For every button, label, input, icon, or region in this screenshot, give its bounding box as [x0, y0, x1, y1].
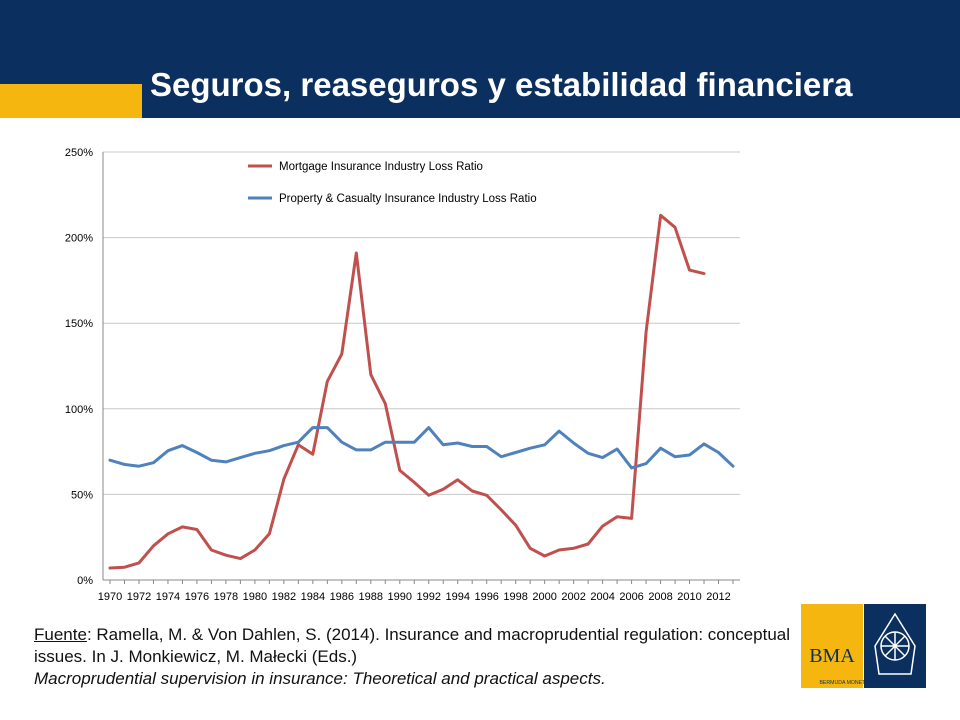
legend-label: Property & Casualty Insurance Industry L…: [279, 193, 537, 205]
x-tick-label: 1990: [388, 591, 412, 603]
x-tick-label: 1998: [503, 591, 527, 603]
logo-emblem-icon: [874, 612, 916, 675]
logo-abbr: BMA: [809, 645, 855, 667]
x-tick-label: 1996: [474, 591, 498, 603]
x-tick-label: 1986: [330, 591, 354, 603]
x-tick-label: 1982: [272, 591, 296, 603]
x-tick-label: 2000: [532, 591, 556, 603]
x-tick-label: 1970: [98, 591, 122, 603]
x-tick-label: 1974: [156, 591, 180, 603]
x-tick-label: 2004: [590, 591, 614, 603]
x-tick-label: 1980: [243, 591, 267, 603]
y-tick-label: 100%: [65, 404, 93, 416]
y-tick-label: 50%: [71, 489, 93, 501]
x-tick-label: 2012: [706, 591, 730, 603]
source-citation: : Ramella, M. & Von Dahlen, S. (2014). I…: [34, 625, 791, 666]
y-tick-label: 0%: [77, 575, 93, 587]
header-accent-bar: [0, 84, 142, 118]
logo-name: BERMUDA MONETARY AUTHORITY: [819, 680, 907, 686]
x-tick-label: 1978: [214, 591, 238, 603]
source-label: Fuente: [34, 625, 87, 644]
legend-label: Mortgage Insurance Industry Loss Ratio: [279, 161, 483, 173]
pc-loss-ratio-line: [108, 426, 735, 470]
x-tick-label: 2002: [561, 591, 585, 603]
header-bar: [0, 0, 960, 118]
y-tick-label: 250%: [65, 147, 93, 159]
x-tick-label: 1984: [301, 591, 325, 603]
x-tick-label: 1972: [127, 591, 151, 603]
source-caption: Fuente: Ramella, M. & Von Dahlen, S. (20…: [34, 624, 794, 690]
x-tick-label: 2006: [619, 591, 643, 603]
x-tick-label: 1988: [359, 591, 383, 603]
y-tick-label: 150%: [65, 318, 93, 330]
x-tick-label: 1994: [445, 591, 469, 603]
page-title: Seguros, reaseguros y estabilidad financ…: [150, 66, 853, 103]
x-tick-label: 2010: [677, 591, 701, 603]
logo-gold-panel: [801, 604, 863, 688]
mortgage-loss-ratio-line: [108, 213, 706, 570]
bma-logo: BMA BERMUDA MONETARY AUTHORITY: [801, 604, 926, 688]
y-tick-label: 200%: [65, 233, 93, 245]
x-tick-label: 1992: [417, 591, 441, 603]
x-tick-label: 1976: [185, 591, 209, 603]
x-tick-label: 2008: [648, 591, 672, 603]
source-book-title: Macroprudential supervision in insurance…: [34, 669, 606, 688]
